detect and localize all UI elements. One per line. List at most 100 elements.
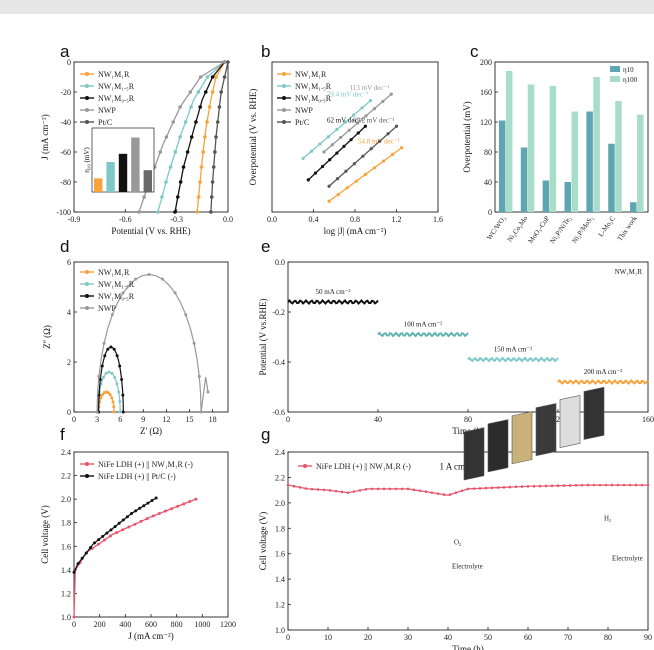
series-line (73, 497, 157, 573)
legend-swatch (610, 76, 620, 82)
x-axis-label: log |J| (mA cm⁻²) (324, 226, 387, 236)
data-point (188, 500, 192, 504)
data-point (514, 485, 518, 489)
legend-entry: NW₁M₀.₅R (98, 292, 135, 301)
data-point (173, 210, 177, 214)
data-point (215, 120, 220, 124)
y-tick-label: 2.4 (275, 448, 285, 457)
data-point (85, 306, 89, 310)
data-point (628, 483, 632, 487)
data-point (386, 132, 390, 136)
data-point (206, 390, 210, 394)
segment-label: 200 mA cm⁻² (584, 368, 622, 376)
data-point (391, 152, 395, 157)
data-point (622, 483, 626, 487)
data-point (157, 512, 161, 516)
chart-d: 0 3 6 9 12 15 18 0 2 4 6 Z' (Ω) Z'' (Ω) NW₁M₁R NW₁M₁.₅… (42, 258, 229, 436)
legend-entry: NW₁M₁R (615, 268, 643, 276)
y-tick-label: -0.6 (272, 408, 285, 417)
data-point (96, 542, 100, 546)
data-point (115, 382, 119, 386)
data-point (418, 489, 422, 493)
data-point (117, 390, 121, 394)
y-axis-label: Overpotential (V vs. RHE) (248, 89, 258, 186)
data-point (127, 525, 131, 529)
data-point (85, 462, 89, 466)
legend-entry: η100 (623, 76, 638, 84)
series-line (196, 61, 226, 213)
legend-entry: NWP (295, 106, 313, 115)
data-point (121, 528, 125, 532)
data-point (388, 487, 392, 491)
data-point (292, 484, 296, 488)
x-axis-label: Potential (V vs. RHE) (111, 226, 190, 236)
data-point (72, 615, 76, 619)
data-point (107, 370, 111, 374)
data-point (139, 519, 143, 523)
y-tick-label: 1.8 (275, 524, 285, 533)
data-point (562, 484, 566, 487)
data-point (181, 165, 186, 169)
data-point (389, 92, 393, 96)
top-band (0, 0, 654, 14)
data-point (109, 345, 113, 349)
data-point (400, 146, 404, 150)
slope-label: 79.4 mV dec⁻¹ (327, 91, 369, 99)
data-point (532, 484, 536, 488)
bar (608, 143, 615, 212)
data-point (334, 489, 338, 493)
data-point (129, 511, 133, 515)
data-point (112, 405, 116, 409)
data-point (160, 195, 164, 199)
data-point (145, 517, 149, 521)
data-point (454, 491, 458, 494)
y-axis-label: Cell voltage (V) (258, 512, 268, 570)
data-point (217, 105, 222, 109)
data-point (189, 105, 193, 109)
y-tick-label: 2.0 (61, 495, 71, 504)
x-tick-label: 120 (552, 415, 564, 424)
x-tick-label: -0.6 (119, 215, 132, 224)
legend-entry: NW₁M₁.₅R (98, 82, 135, 91)
y-tick-label: 2.4 (61, 448, 71, 457)
data-point (209, 195, 214, 199)
category-label: L-Mo₂C (597, 214, 617, 238)
data-point (310, 487, 314, 491)
data-point (170, 507, 174, 511)
data-point (372, 166, 377, 170)
data-point (211, 165, 216, 169)
data-point (346, 491, 350, 494)
plot-frame (73, 61, 229, 213)
data-point (544, 484, 548, 488)
y-tick-label: 2.2 (275, 473, 285, 482)
data-point (84, 551, 88, 555)
x-tick-label: 60 (524, 633, 532, 642)
data-point (381, 99, 385, 103)
data-point (198, 180, 202, 184)
data-point (378, 139, 382, 143)
data-point (344, 169, 348, 173)
series-line (96, 273, 209, 413)
x-tick-label: 800 (171, 620, 183, 629)
x-axis-label: J (mA cm⁻²) (128, 631, 173, 641)
data-point (110, 396, 114, 400)
data-point (640, 483, 644, 487)
data-point (222, 60, 227, 64)
x-tick-label: 3 (95, 415, 99, 424)
y-tick-label: 1.2 (275, 601, 285, 610)
data-point (328, 158, 332, 162)
bar (586, 111, 593, 212)
data-point (203, 135, 207, 139)
cell-plate (463, 427, 485, 481)
data-point (164, 135, 169, 139)
x-tick-label: 400 (119, 620, 131, 629)
x-tick-label: 1000 (194, 620, 210, 629)
data-point (460, 489, 464, 493)
cell-plate (559, 394, 581, 448)
y-axis-label: Cell voltage (V) (40, 505, 50, 563)
x-tick-label: 1.2 (392, 215, 402, 224)
data-point (556, 484, 560, 487)
data-point (85, 108, 89, 112)
data-point (634, 483, 638, 487)
x-tick-label: 200 (94, 620, 106, 629)
